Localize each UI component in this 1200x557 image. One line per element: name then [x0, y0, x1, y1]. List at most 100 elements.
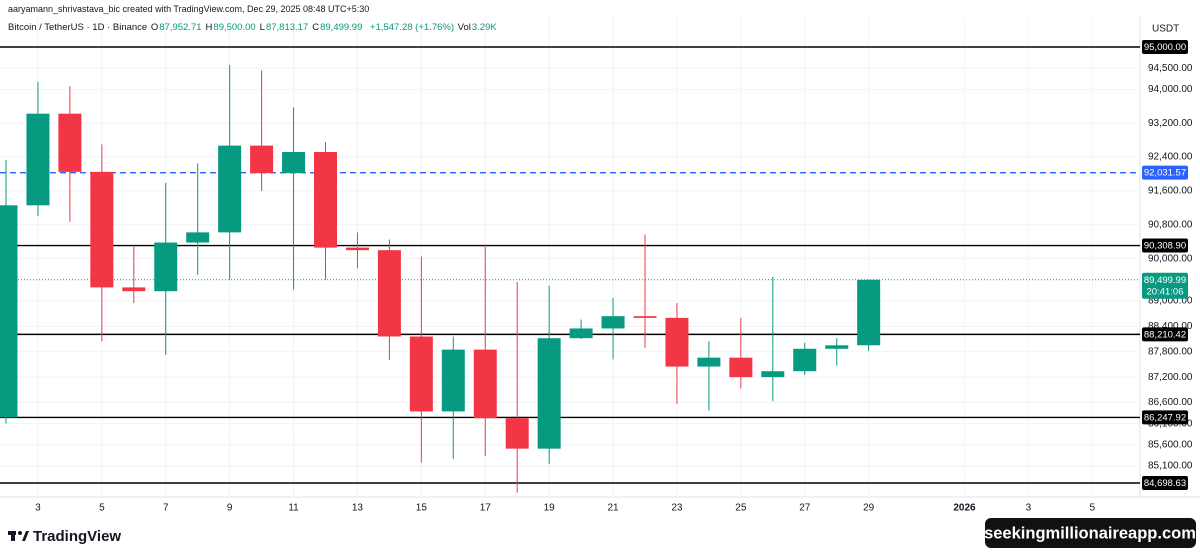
candle-body: [569, 328, 593, 339]
volume: 3.29K: [471, 22, 497, 33]
level-label: 86,247.92: [1144, 412, 1186, 423]
x-tick-label: 23: [671, 503, 683, 514]
candle-body: [729, 357, 753, 378]
y-tick-label: 91,600.00: [1148, 186, 1193, 197]
countdown: 20:41:06: [1147, 286, 1184, 297]
candles: [0, 64, 881, 493]
ohlc-value: 87,813.17: [265, 22, 309, 33]
y-tick-label: 89,000.00: [1148, 296, 1193, 307]
candle-body: [761, 371, 785, 378]
candle-body: [314, 151, 337, 248]
ohlc-label: H: [205, 22, 213, 33]
volume-label: Vol: [457, 22, 471, 33]
ohlc-label: O: [150, 22, 159, 33]
candle-body: [473, 349, 497, 419]
candle-body: [537, 338, 561, 449]
brand-text: TradingView: [33, 528, 121, 545]
x-tick-label: 27: [799, 503, 811, 514]
candle-body: [90, 171, 114, 288]
level-box: [1142, 238, 1188, 253]
level-label: 84,698.63: [1144, 478, 1186, 489]
x-tick-label: 19: [544, 503, 556, 514]
candle-body: [793, 348, 817, 372]
watermark: seekingmillionaireapp.com: [984, 524, 1196, 542]
candle-body: [345, 247, 369, 251]
level-label: 95,000.00: [1144, 42, 1186, 53]
y-tick-label: 93,200.00: [1148, 118, 1193, 129]
ohlc-value: 87,952.71: [159, 22, 202, 33]
level-label: 88,210.42: [1144, 329, 1186, 340]
candle-body: [0, 205, 18, 418]
y-tick-label: 87,200.00: [1148, 372, 1193, 383]
ohlc: O87,952.71 H89,500.00 L87,813.17 C89,499.99: [151, 22, 367, 33]
last-price-box: [1142, 272, 1188, 299]
change: +1,547.28 (+1.76%): [370, 22, 454, 33]
candle-body: [505, 418, 529, 449]
x-tick-label: 3: [35, 503, 41, 514]
symbol: Bitcoin / TetherUS · 1D · Binance: [8, 22, 148, 33]
candle-body: [250, 145, 274, 174]
ohlc-value: 89,499.99: [320, 22, 363, 33]
last-price-label: 89,499.99: [1144, 275, 1186, 286]
ohlc-value: 89,500.00: [213, 22, 256, 33]
ohlc-label: C: [312, 22, 320, 33]
x-tick-label: 5: [99, 503, 105, 514]
x-tick-label: 13: [352, 503, 364, 514]
levels: [0, 46, 1140, 484]
y-tick-label: 90,000.00: [1148, 253, 1193, 264]
x-tick-label: 25: [735, 503, 747, 514]
candle-body: [58, 113, 82, 172]
y-tick-label: 94,500.00: [1148, 63, 1193, 74]
candle-body: [825, 345, 849, 349]
candle-body: [665, 317, 689, 367]
candle-body: [282, 151, 306, 174]
y-tick-label: 86,600.00: [1148, 397, 1193, 408]
ohlc-label: L: [259, 22, 265, 33]
y-tick-label: 87,800.00: [1148, 346, 1193, 357]
brand: TradingView: [8, 528, 121, 545]
y-tick-label: 85,100.00: [1148, 461, 1193, 472]
x-tick-label: 3: [1026, 503, 1032, 514]
grid: [0, 17, 1140, 497]
level-box: [1142, 165, 1188, 180]
candle-body: [154, 242, 178, 292]
y-tick-label: 92,400.00: [1148, 152, 1193, 163]
candle-body: [377, 250, 401, 337]
x-tick-label: 7: [163, 503, 169, 514]
brand-icon: [11, 531, 15, 541]
x-tick-label: 21: [607, 503, 619, 514]
x-tick-label: 5: [1090, 503, 1096, 514]
x-tick-label: 29: [863, 503, 875, 514]
candle-body: [601, 316, 625, 329]
axes: 94,500.00 94,000.00 93,200.00 92,400.00 91,6…: [35, 40, 1193, 514]
legend-row: Bitcoin / TetherUS · 1D · Binance O87,95…: [8, 22, 498, 33]
candle-body: [218, 145, 242, 233]
y-tick-label: 85,600.00: [1148, 439, 1193, 450]
currency-label: USDT: [1152, 24, 1179, 35]
candle-body: [857, 279, 881, 346]
candle-body: [697, 357, 721, 367]
y-tick-label: 88,400.00: [1148, 321, 1193, 332]
x-tick-label: 17: [480, 503, 492, 514]
candle-body: [122, 287, 146, 292]
y-tick-label: 94,000.00: [1148, 84, 1193, 95]
brand-icon: [18, 531, 22, 535]
candle-body: [26, 113, 50, 206]
brand-icon: [22, 531, 29, 541]
x-tick-label: 2026: [953, 503, 976, 514]
x-tick-label: 11: [288, 503, 299, 514]
candle-body: [409, 336, 433, 412]
candle-body: [186, 232, 210, 243]
candle-body: [633, 316, 657, 318]
y-tick-label: 90,800.00: [1148, 219, 1193, 230]
level-label: 90,308.90: [1144, 241, 1186, 252]
x-tick-label: 9: [227, 503, 233, 514]
x-tick-label: 15: [416, 503, 428, 514]
level-label: 92,031.57: [1144, 168, 1186, 179]
level-box: [1142, 40, 1188, 55]
author-line: aaryamann_shrivastava_bic created with T…: [8, 4, 370, 14]
level-box: [1142, 475, 1188, 490]
